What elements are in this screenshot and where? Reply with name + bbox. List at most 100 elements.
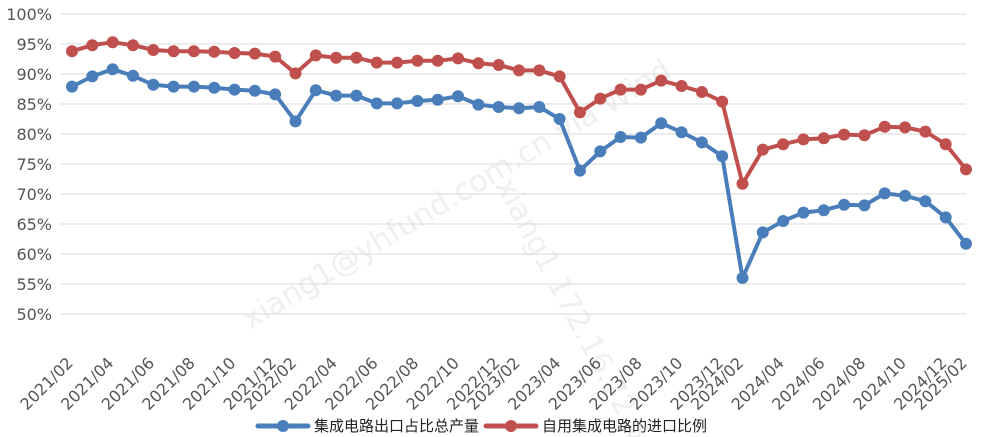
series-2-point [594,92,607,105]
series-1-point [106,63,119,76]
y-tick-label: 100% [6,5,52,24]
series-1-point [553,113,566,125]
legend-series-2-marker [505,420,517,432]
series-1-point [86,70,99,83]
series-1-point [878,187,891,200]
series-2-point [350,51,363,64]
series-2-point [106,36,119,49]
series-2-point [289,67,302,80]
series-1-point [594,145,607,158]
series-1-point [350,89,363,102]
series-1-point [208,81,221,94]
series-1-point [472,98,485,111]
series-1-point [756,226,769,239]
series-1-point [126,69,139,82]
series-1-point [858,199,871,212]
series-1-point [248,84,261,97]
series-1-point [777,215,790,227]
series-1-point [899,189,912,202]
series-1-point [614,131,627,143]
legend-series-2-label: 自用集成电路的进口比例 [542,417,707,435]
y-tick-label: 95% [16,35,52,54]
series-1-point [309,84,322,97]
series-1-point [736,272,749,284]
y-tick-label: 80% [16,125,52,144]
series-2-point [248,47,261,60]
series-2-point [655,74,668,87]
series-2-point [533,64,546,77]
y-tick-label: 65% [16,215,52,234]
series-2-point [878,120,891,133]
y-tick-label: 75% [16,155,52,174]
series-1-point [939,211,952,224]
legend-series-1-label: 集成电路出口占比总产量 [314,417,479,435]
series-1-point [492,101,505,113]
series-2-point [960,163,972,176]
series-2-point [553,70,566,83]
series-1-point [147,78,160,91]
series-1-point [66,80,78,93]
series-2-point [431,54,444,67]
series-1-point [960,237,972,250]
series-1-point [695,136,708,149]
grid-layer: 50% 55% 60% 65% 70% 75% 80% 85% 90% 95% 100% [6,5,966,324]
series-1-point [533,101,546,113]
series-2-point [736,177,749,190]
series-2-point [208,45,221,58]
series-2-point [899,121,912,134]
y-tick-label: 70% [16,185,52,204]
series-2-point [634,83,647,96]
series-2-point [66,45,78,58]
y-tick-label: 55% [16,275,52,294]
series-1-point [716,150,729,163]
series-2-point [147,44,160,56]
y-tick-label: 60% [16,245,52,264]
series-1-point [452,90,465,103]
series-1-point [634,131,647,144]
series-2-point [452,52,465,65]
legend-series-1-marker [277,420,289,432]
series-2-point [330,51,343,64]
series-2-point [573,106,586,119]
series-1-point [187,80,200,93]
series-layer [66,36,972,284]
series-2-point [919,125,932,138]
series-1-point [411,95,424,107]
series-1-point [675,126,688,139]
series-1-point [370,97,383,110]
series-2-point [187,45,200,58]
series-2-point [472,57,485,70]
legend: 集成电路出口占比总产量 自用集成电路的进口比例 [255,417,707,435]
series-1-point [513,102,525,115]
series-2-point [309,49,322,62]
series-2-point [391,56,404,69]
series-1-point [330,89,343,102]
series-2-point [513,64,525,77]
series-2-point [411,54,424,67]
series-1-point [391,97,404,110]
series-2-point [817,132,830,145]
series-2-point [777,138,790,151]
series-1-point [817,204,830,217]
series-2-point [939,138,952,151]
series-1-point [167,80,180,93]
y-tick-label: 50% [16,305,52,324]
series-2-point [858,129,871,142]
series-1-point [655,117,668,130]
series-2-point [492,59,505,71]
series-2-point [695,86,708,98]
series-1-point [838,198,851,211]
series-2-point [370,56,383,69]
series-1-point [797,206,810,219]
series-1-point [228,83,241,96]
series-2-point [716,95,729,108]
x-axis: 2021/022021/042021/062021/082021/102021/… [16,353,970,413]
series-2-point [126,39,139,52]
series-1-point [431,93,444,106]
series-1-point [919,195,932,208]
series-2-point [86,39,99,52]
series-2-point [756,143,769,156]
series-2-point [269,50,282,63]
